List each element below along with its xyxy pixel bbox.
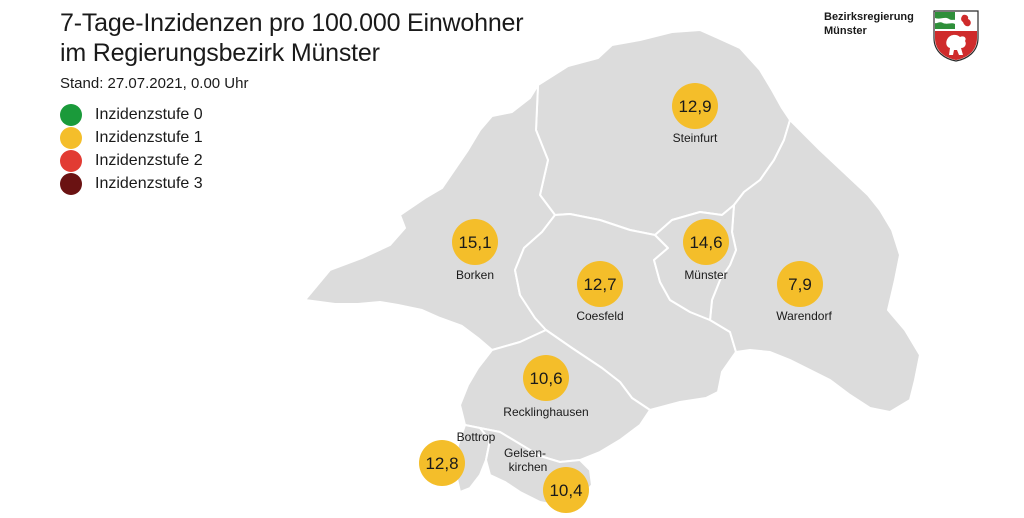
incidence-value-warendorf: 7,9 bbox=[788, 275, 812, 294]
incidence-value-muenster: 14,6 bbox=[689, 233, 722, 252]
region-label-warendorf: Warendorf bbox=[776, 309, 832, 323]
legend-item-0: Inzidenzstufe 0 bbox=[60, 103, 203, 126]
region-label-borken: Borken bbox=[456, 268, 494, 282]
title-line-1: 7-Tage-Inzidenzen pro 100.000 Einwohner bbox=[60, 9, 524, 37]
legend-item-1: Inzidenzstufe 1 bbox=[60, 126, 203, 149]
nrw-crest-icon bbox=[933, 10, 979, 62]
map-title: 7-Tage-Inzidenzen pro 100.000 Einwohner … bbox=[60, 8, 580, 68]
region-label-bottrop: Bottrop bbox=[457, 430, 496, 444]
legend-item-3: Inzidenzstufe 3 bbox=[60, 172, 203, 195]
incidence-bubble-coesfeld bbox=[577, 261, 623, 307]
incidence-bubble-recklinghausen bbox=[523, 355, 569, 401]
legend-label-1: Inzidenzstufe 1 bbox=[95, 128, 203, 146]
legend-dot-1 bbox=[60, 126, 82, 149]
map-labels: Steinfurt Borken Münster Coesfeld Warend… bbox=[456, 131, 832, 474]
map-regions bbox=[304, 29, 921, 507]
incidence-value-borken: 15,1 bbox=[458, 233, 491, 252]
incidence-value-gelsenkirchen: 10,4 bbox=[549, 481, 582, 500]
legend-dot-0 bbox=[60, 103, 82, 126]
incidence-value-coesfeld: 12,7 bbox=[583, 275, 616, 294]
incidence-value-recklinghausen: 10,6 bbox=[529, 369, 562, 388]
region-label-muenster: Münster bbox=[684, 268, 727, 282]
brand-line-2: Münster bbox=[824, 25, 867, 37]
incidence-bubble-gelsenkirchen bbox=[543, 467, 589, 513]
region-label-recklinghausen: Recklinghausen bbox=[503, 405, 588, 419]
legend-dot-3 bbox=[60, 172, 82, 195]
legend-label-0: Inzidenzstufe 0 bbox=[95, 105, 203, 123]
brand-line-1: Bezirksregierung bbox=[824, 11, 914, 23]
region-shape bbox=[304, 84, 556, 351]
brand-text: Bezirksregierung Münster bbox=[824, 10, 914, 38]
legend-dot-2 bbox=[60, 149, 82, 172]
date-stamp: Stand: 27.07.2021, 0.00 Uhr bbox=[60, 75, 249, 92]
map-bubbles: 12,9 15,1 14,6 12,7 7,9 10,6 12,8 10,4 bbox=[419, 83, 823, 513]
incidence-bubble-bottrop bbox=[419, 440, 465, 486]
legend-label-2: Inzidenzstufe 2 bbox=[95, 151, 203, 169]
incidence-value-bottrop: 12,8 bbox=[425, 454, 458, 473]
region-label-steinfurt: Steinfurt bbox=[673, 131, 718, 145]
incidence-value-steinfurt: 12,9 bbox=[678, 97, 711, 116]
legend-item-2: Inzidenzstufe 2 bbox=[60, 149, 203, 172]
region-label-gelsenkirchen-1: Gelsen- bbox=[504, 446, 546, 460]
incidence-bubble-borken bbox=[452, 219, 498, 265]
incidence-bubble-steinfurt bbox=[672, 83, 718, 129]
title-line-2: im Regierungsbezirk Münster bbox=[60, 39, 380, 67]
legend: Inzidenzstufe 0 Inzidenzstufe 1 Inzidenz… bbox=[60, 103, 203, 195]
region-label-coesfeld: Coesfeld bbox=[576, 309, 623, 323]
incidence-bubble-warendorf bbox=[777, 261, 823, 307]
incidence-bubble-muenster bbox=[683, 219, 729, 265]
legend-label-3: Inzidenzstufe 3 bbox=[95, 174, 203, 192]
region-label-gelsenkirchen-2: kirchen bbox=[509, 460, 548, 474]
